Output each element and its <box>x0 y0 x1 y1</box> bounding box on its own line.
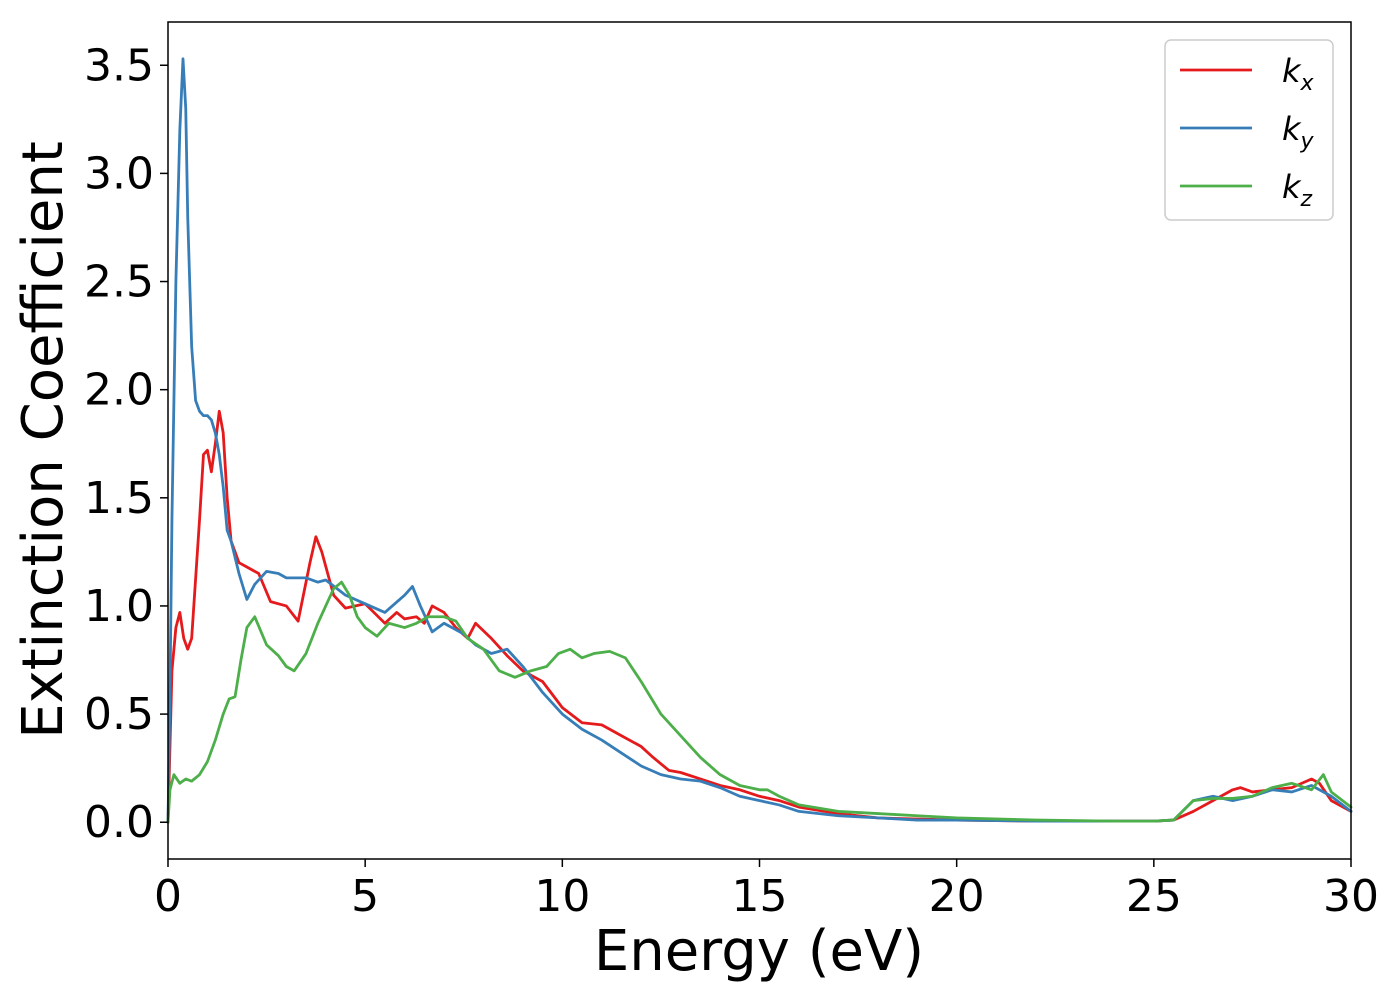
legend-label-k-y: ky <box>1282 110 1315 154</box>
legend-label-subscript: y <box>1300 129 1315 154</box>
series-layer <box>166 57 1353 824</box>
y-tick-label: 0.0 <box>84 797 154 848</box>
y-axis-label: Extinction Coefficient <box>11 141 76 739</box>
legend-label-base: k <box>1282 168 1302 206</box>
x-axis-label: Energy (eV) <box>594 919 924 984</box>
y-axis-ticks: 0.0 0.5 1.0 1.5 2.0 2.5 3.0 3.5 <box>84 40 168 848</box>
x-axis-ticks: 0 5 10 15 20 25 30 <box>154 859 1379 922</box>
x-tick-label: 10 <box>534 871 590 922</box>
x-tick-label: 15 <box>732 871 788 922</box>
x-tick-label: 5 <box>351 871 379 922</box>
legend-box <box>1164 39 1334 221</box>
legend-label-k-x: kx <box>1282 52 1315 96</box>
legend-label-k-z: kz <box>1282 168 1313 212</box>
y-tick-label: 1.0 <box>84 581 154 632</box>
y-tick-label: 3.0 <box>84 148 154 199</box>
x-tick-label: 25 <box>1126 871 1182 922</box>
y-tick-label: 0.5 <box>84 689 154 740</box>
x-tick-label: 0 <box>154 871 182 922</box>
legend-label-subscript: x <box>1300 71 1315 96</box>
legend-label-base: k <box>1282 110 1302 148</box>
y-tick-label: 2.5 <box>84 257 154 308</box>
series-line-k-z <box>166 580 1353 824</box>
y-tick-label: 3.5 <box>84 40 154 91</box>
y-tick-label: 1.5 <box>84 473 154 524</box>
y-tick-label: 2.0 <box>84 365 154 416</box>
x-tick-label: 20 <box>929 871 985 922</box>
series-line-k-x <box>166 409 1353 824</box>
legend-label-subscript: z <box>1300 187 1313 212</box>
legend-label-base: k <box>1282 52 1302 90</box>
x-tick-label: 30 <box>1323 871 1379 922</box>
